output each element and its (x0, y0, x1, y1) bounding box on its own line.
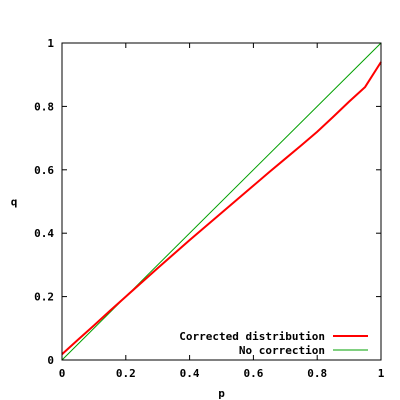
legend-label-no-correction: No correction (239, 344, 325, 357)
y-tick-label: 1 (47, 37, 54, 50)
x-axis-label: p (218, 387, 225, 400)
y-tick-label: 0.6 (34, 164, 54, 177)
y-tick-label: 0.4 (34, 227, 54, 240)
x-tick-label: 1 (378, 367, 385, 380)
x-tick-label: 0.4 (180, 367, 200, 380)
y-axis-label: q (11, 196, 18, 209)
x-tick-label: 0.6 (243, 367, 263, 380)
legend-label-corrected-distribution: Corrected distribution (179, 330, 325, 343)
x-tick-label: 0.2 (116, 367, 136, 380)
x-tick-label: 0.8 (307, 367, 327, 380)
y-tick-label: 0 (47, 354, 54, 367)
y-tick-label: 0.8 (34, 100, 54, 113)
y-tick-label: 0.2 (34, 291, 54, 304)
x-tick-label: 0 (59, 367, 66, 380)
